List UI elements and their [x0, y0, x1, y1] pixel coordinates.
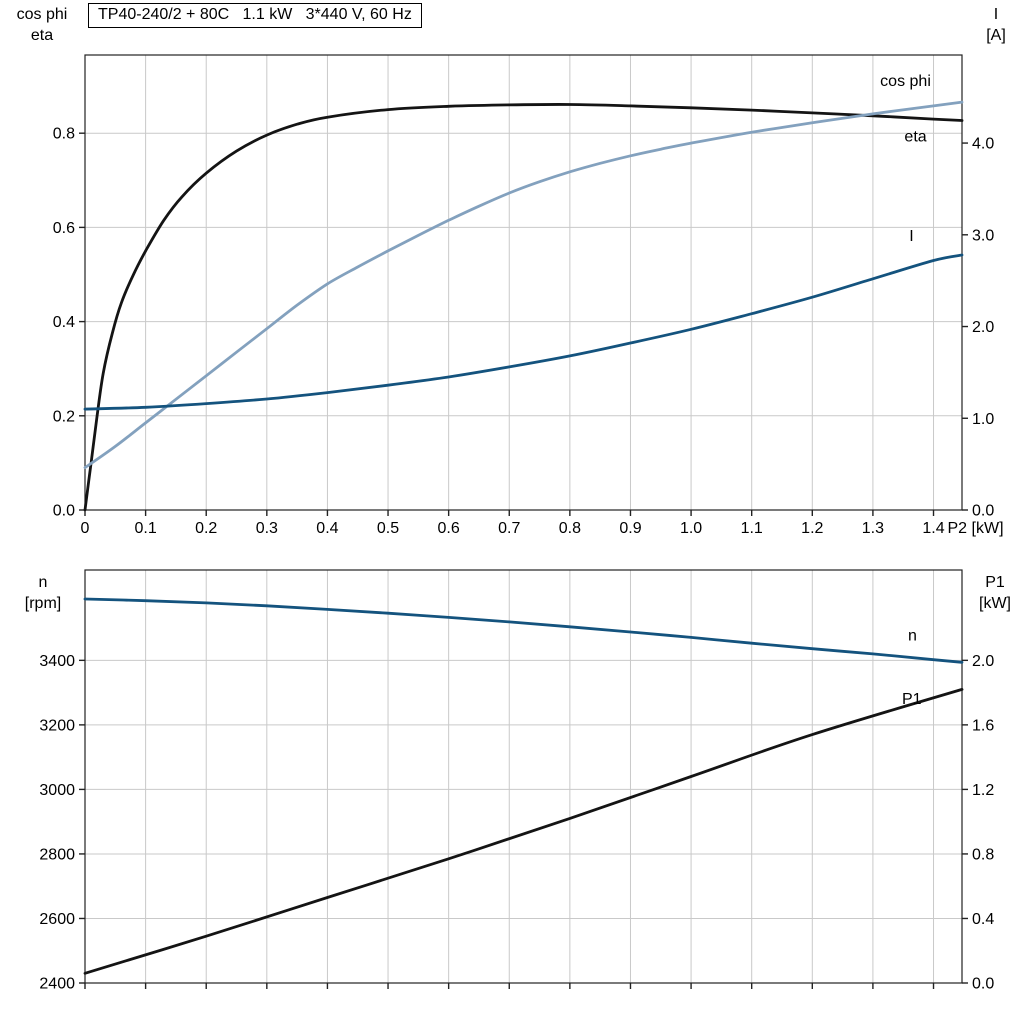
curve-I — [83, 253, 964, 411]
left-tick-label: 3000 — [39, 782, 75, 799]
x-axis-unit-label: P2 [kW] — [948, 520, 1004, 537]
axis-header-speed: n — [38, 574, 48, 591]
left-tick-label: 0.4 — [53, 314, 75, 331]
axis-header-current-unit: [A] — [986, 27, 1006, 44]
right-tick-label: 4.0 — [972, 136, 994, 153]
curve-n — [83, 597, 964, 664]
right-tick-label: 2.0 — [972, 653, 994, 670]
axis-header-cos-phi: cos phi — [16, 6, 68, 23]
bottom-right-axis-header: P1 [kW] — [970, 572, 1020, 614]
left-tick-label: 2800 — [39, 846, 75, 863]
right-tick-label: 0.0 — [972, 976, 994, 993]
left-tick-label: 3400 — [39, 653, 75, 670]
x-tick-label: 0.4 — [316, 520, 338, 537]
x-tick-label: 0.9 — [619, 520, 641, 537]
curve-label-eta: eta — [904, 129, 926, 146]
chart-title: TP40-240/2 + 80C 1.1 kW 3*440 V, 60 Hz — [88, 3, 422, 28]
left-tick-label: 2400 — [39, 976, 75, 993]
x-tick-label: 0.2 — [195, 520, 217, 537]
curve-label-cos-phi: cos phi — [880, 73, 931, 90]
right-tick-label: 0.0 — [972, 503, 994, 520]
curve-eta — [83, 103, 964, 512]
axis-header-current: I — [993, 6, 999, 23]
left-tick-label: 2600 — [39, 911, 75, 928]
x-tick-label: 0.6 — [438, 520, 460, 537]
axis-header-eta: eta — [30, 27, 54, 44]
x-tick-label: 0.3 — [256, 520, 278, 537]
x-tick-label: 1.4 — [922, 520, 944, 537]
x-tick-label: 1.2 — [801, 520, 823, 537]
x-tick-label: 1.0 — [680, 520, 702, 537]
x-tick-label: 1.1 — [741, 520, 763, 537]
x-tick-label: 0.5 — [377, 520, 399, 537]
bottom-left-axis-header: n [rpm] — [10, 572, 76, 614]
x-tick-label: 0.7 — [498, 520, 520, 537]
x-tick-label: 0.1 — [134, 520, 156, 537]
chart-panel-1: 2400 2600 2800 3000 3200 3400 0.0 0.4 0.8 1.2 1.6 2… — [39, 569, 994, 993]
x-tick-label: 0 — [81, 520, 90, 537]
right-tick-label: 2.0 — [972, 319, 994, 336]
curve-label-P1: P1 — [902, 691, 922, 708]
left-tick-label: 0.2 — [53, 408, 75, 425]
x-tick-label: 1.3 — [862, 520, 884, 537]
right-tick-label: 1.0 — [972, 411, 994, 428]
top-right-axis-header: I [A] — [972, 4, 1020, 46]
x-tick-label: 0.8 — [559, 520, 581, 537]
axis-header-p1-unit: [kW] — [979, 595, 1011, 612]
axis-header-speed-unit: [rpm] — [24, 595, 62, 612]
plot-frame — [84, 569, 963, 984]
right-tick-label: 1.2 — [972, 782, 994, 799]
curve-cos-phi — [83, 100, 964, 469]
right-tick-label: 1.6 — [972, 717, 994, 734]
curve-label-n: n — [908, 627, 917, 644]
left-tick-label: 3200 — [39, 717, 75, 734]
chart-panel-0: 0.0 0.2 0.4 0.6 0.8 0.0 1.0 2.0 3.0 4.0 0 0.1 0.2 0.3… — [53, 54, 1004, 537]
curve-P1 — [83, 688, 964, 975]
right-tick-label: 0.8 — [972, 846, 994, 863]
left-tick-label: 0.6 — [53, 220, 75, 237]
curve-label-I: I — [909, 228, 913, 245]
right-tick-label: 3.0 — [972, 227, 994, 244]
axis-header-p1: P1 — [985, 574, 1005, 591]
left-tick-label: 0.8 — [53, 126, 75, 143]
left-tick-label: 0.0 — [53, 503, 75, 520]
right-tick-label: 0.4 — [972, 911, 994, 928]
top-left-axis-header: cos phi eta — [4, 4, 80, 46]
plot-frame — [84, 54, 963, 511]
